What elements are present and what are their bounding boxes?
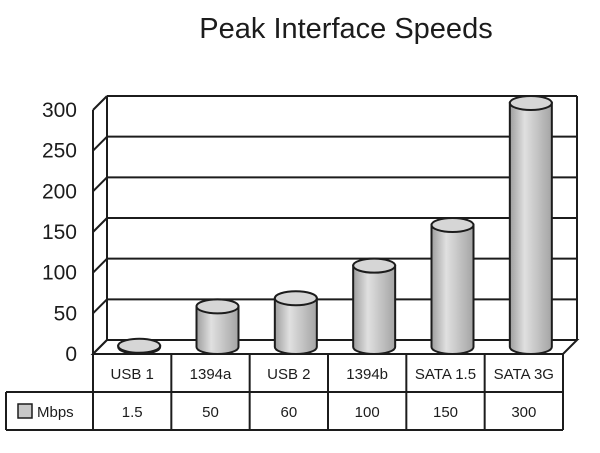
x-category-label: USB 2 [267,366,310,383]
bar [195,298,240,355]
chart-floor [90,339,580,355]
y-tick-label: 200 [42,180,77,203]
bar-top [352,257,397,274]
legend-swatch [17,403,33,419]
gridline-side [92,298,108,315]
x-category-label: SATA 3G [494,366,554,383]
gridline-side [92,217,108,233]
bar [508,95,553,355]
data-label: 100 [355,404,380,421]
x-category-label: 1394b [346,366,388,383]
plot-area: 0 50 100 150 200 250 300 [42,95,580,366]
data-label: 1.5 [122,404,143,421]
bar-top [273,290,318,307]
x-category-label: SATA 1.5 [415,366,476,383]
bar-body [508,102,553,355]
x-category-label: 1394a [190,366,232,383]
x-category-label: USB 1 [110,366,153,383]
bar-body [352,264,397,355]
y-tick-label: 150 [42,221,77,244]
bar-top [508,95,553,111]
data-label: 150 [433,404,458,421]
y-tick-label: 300 [42,99,77,122]
chart-title: Peak Interface Speeds [199,13,492,45]
bar [273,290,318,355]
bar-top [117,337,162,354]
y-tick-label: 50 [54,302,77,325]
bar [352,257,397,355]
legend-label: Mbps [37,404,74,421]
data-table: USB 1 1394a USB 2 1394b SATA 1.5 SATA 3G 1.5 50… [5,353,564,431]
data-label: 300 [511,404,536,421]
gridline-side [92,176,108,193]
gridline-side [92,257,108,274]
y-tick-label: 100 [42,262,77,285]
bar-top [195,298,240,315]
y-tick-label: 250 [42,140,77,163]
gridline-side [92,95,108,111]
bar [117,337,162,355]
data-label: 60 [280,404,297,421]
bar-top [430,217,475,233]
gridline-side [92,135,108,152]
bar-body [273,297,318,355]
data-label: 50 [202,404,219,421]
y-tick-label: 0 [65,343,77,366]
bar-body [430,224,475,355]
bar [430,217,475,355]
